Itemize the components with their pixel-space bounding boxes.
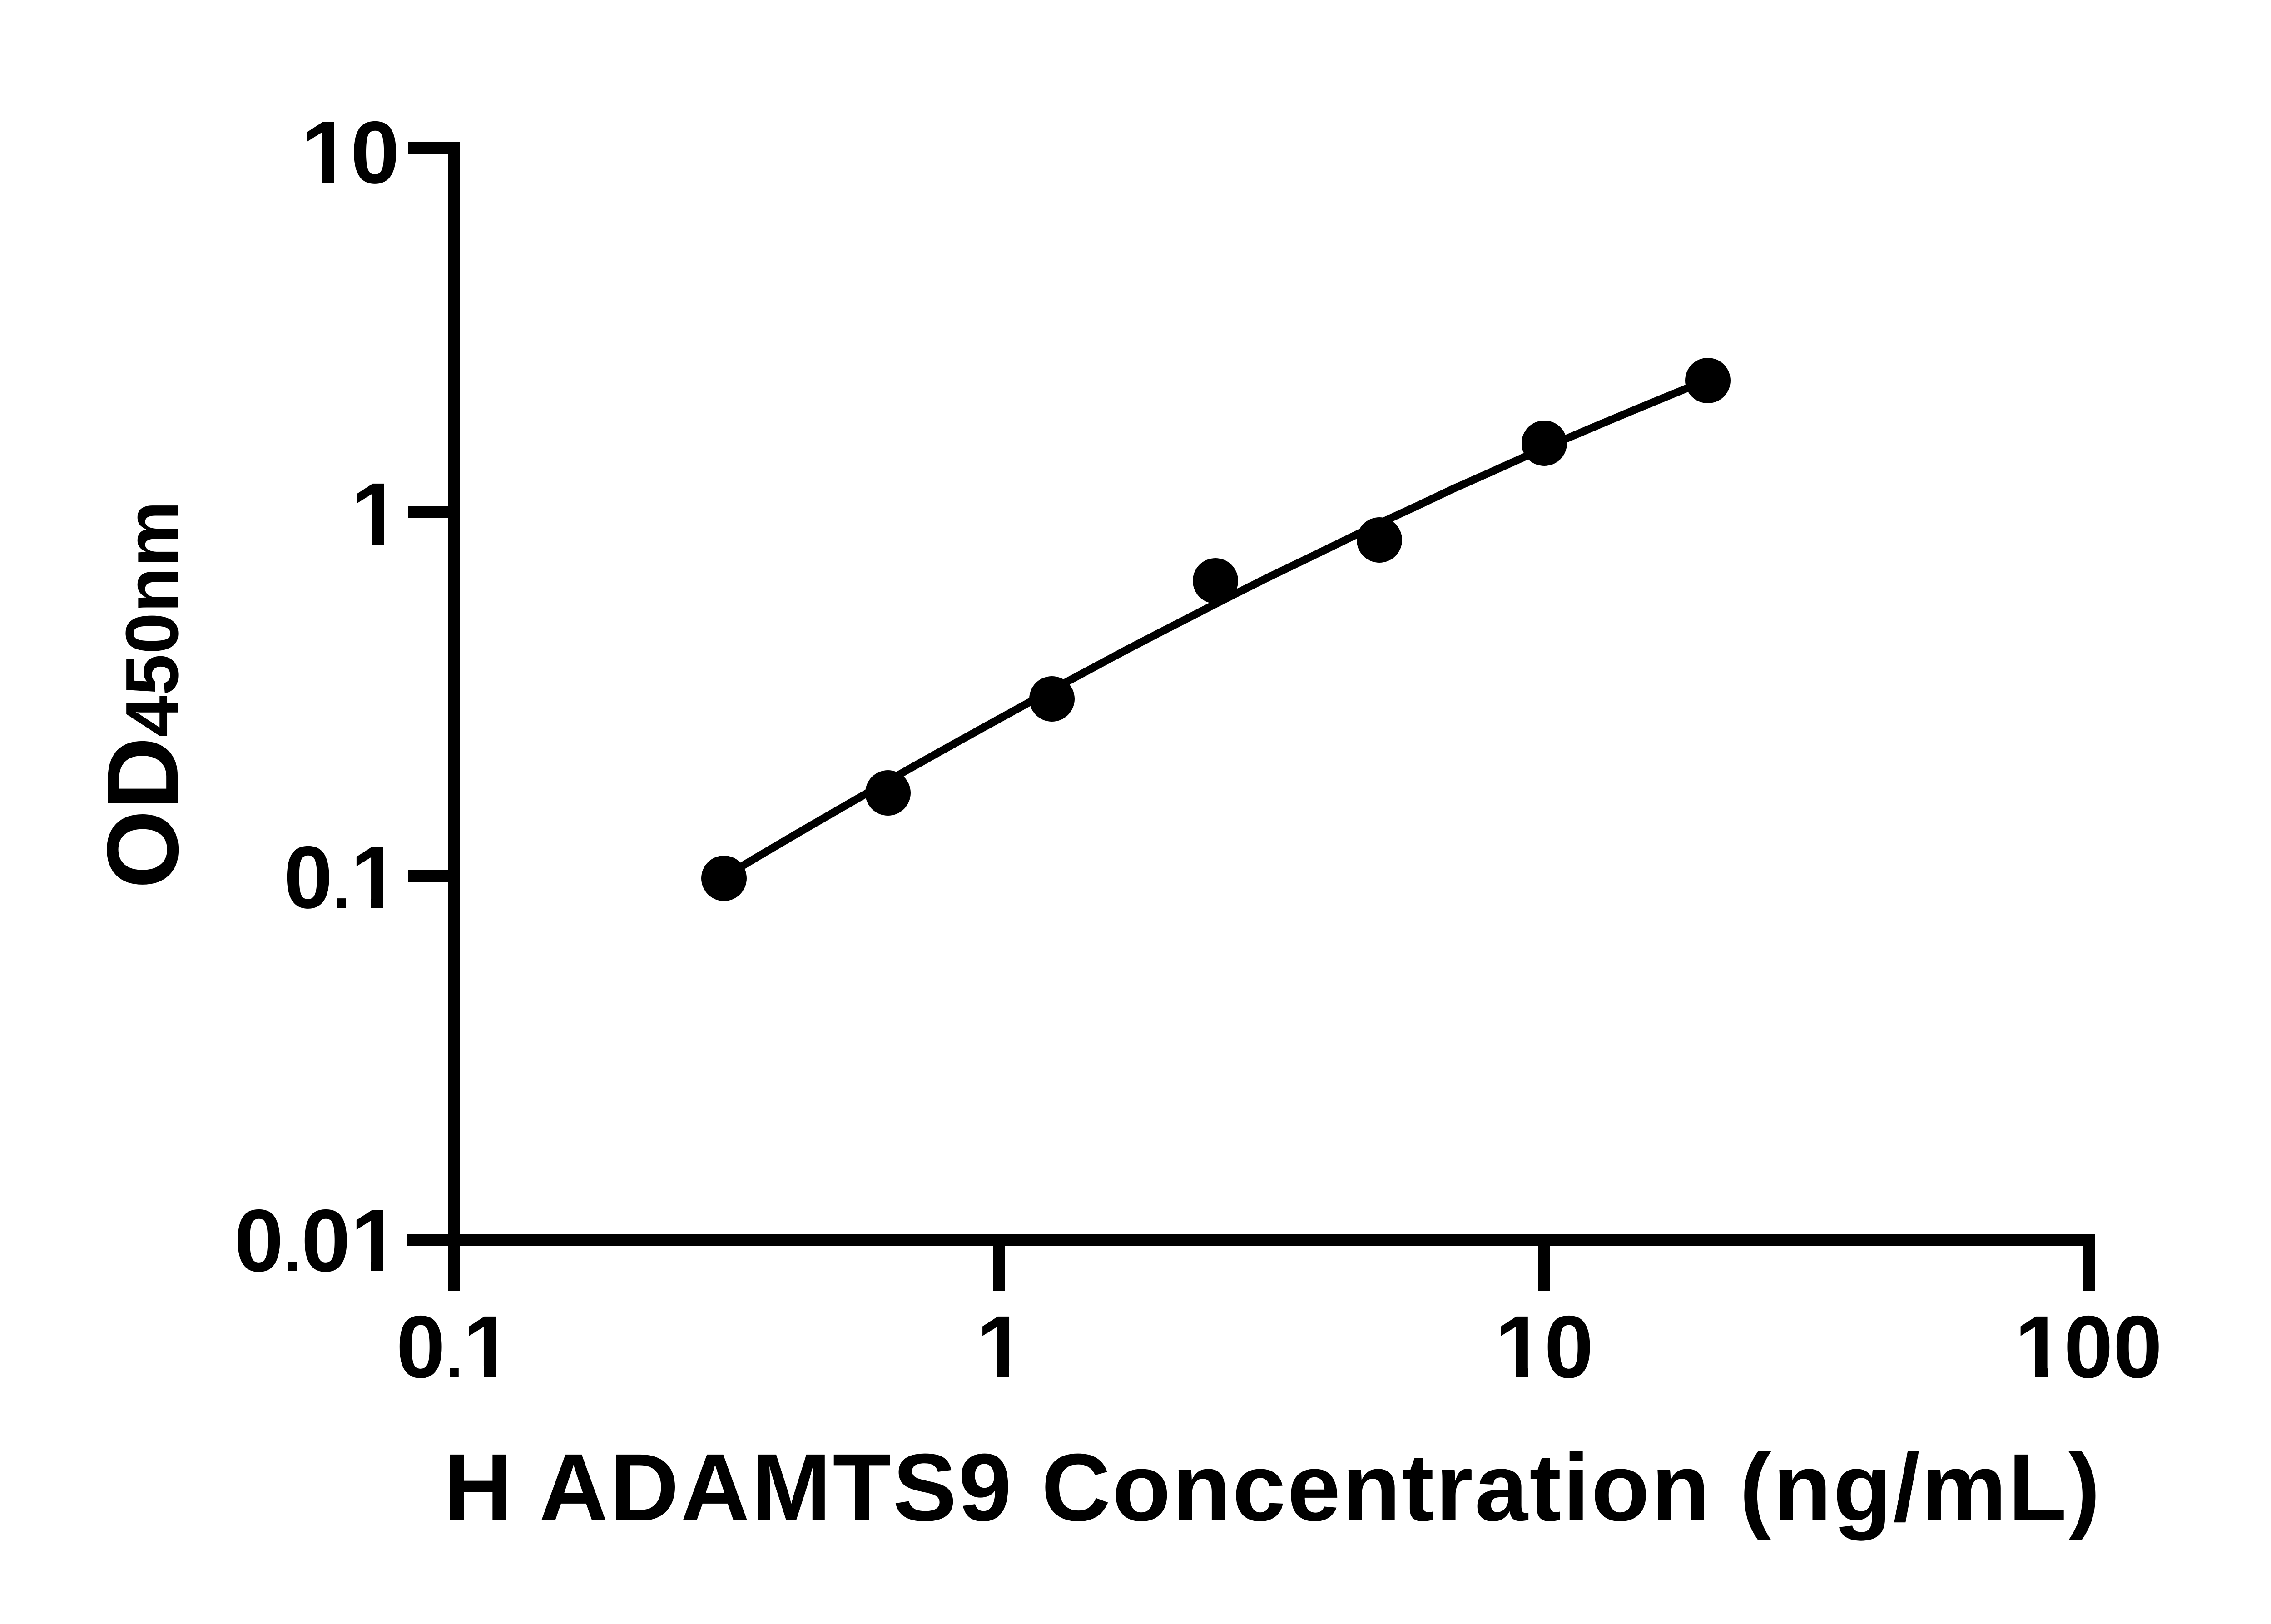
svg-text:0.1: 0.1 <box>396 1297 512 1396</box>
svg-text:10: 10 <box>1495 1297 1594 1396</box>
svg-text:10: 10 <box>301 103 400 202</box>
svg-text:1: 1 <box>977 1297 1026 1396</box>
svg-text:100: 100 <box>2014 1297 2162 1396</box>
svg-text:1: 1 <box>352 465 401 564</box>
svg-text:H ADAMTS9 Concentration (ng/mL: H ADAMTS9 Concentration (ng/mL) <box>444 1434 2102 1541</box>
svg-text:0.01: 0.01 <box>234 1191 400 1290</box>
